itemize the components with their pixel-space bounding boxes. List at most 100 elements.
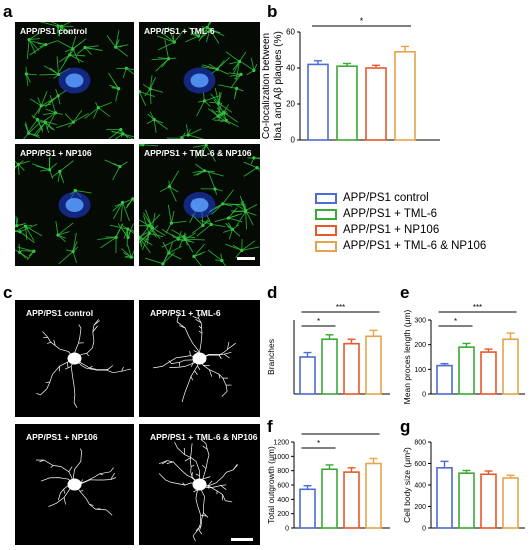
microglia-process xyxy=(185,238,205,241)
microglia-process xyxy=(244,203,247,211)
bar xyxy=(502,338,519,395)
microglia-process xyxy=(26,73,37,76)
microglia-process xyxy=(195,163,205,172)
microglia-process xyxy=(28,132,40,139)
microglia-process xyxy=(148,225,157,238)
microglia-process xyxy=(28,250,35,257)
skeleton-process xyxy=(158,460,200,485)
microglia-process xyxy=(29,44,47,56)
microglia-process xyxy=(127,245,132,258)
y-tick-label: 200 xyxy=(414,342,426,349)
microglia-process xyxy=(44,122,50,133)
microglia-process xyxy=(75,190,92,194)
microglia-process xyxy=(15,160,19,165)
microglia-process xyxy=(148,225,159,234)
micro-label: APP/PS1 + TML-6 xyxy=(144,26,215,36)
microglia-process xyxy=(73,112,89,123)
microglia-process xyxy=(232,244,243,251)
microglia-process xyxy=(69,54,84,63)
microglia-process xyxy=(211,112,225,121)
microglia-process xyxy=(115,88,120,102)
microglia-process xyxy=(220,253,223,261)
skeleton-process xyxy=(70,358,76,403)
skeleton-branch xyxy=(106,509,113,516)
microglia-process xyxy=(146,119,155,125)
microglia-process xyxy=(223,112,239,123)
skeleton-drawing xyxy=(35,448,117,516)
skeleton-branch xyxy=(203,512,209,518)
skeleton-branch xyxy=(198,325,202,329)
bar xyxy=(365,462,382,529)
skeleton-image-combo: APP/PS1 + TML-6 & NP106 xyxy=(139,424,260,545)
microglia-process xyxy=(127,228,134,234)
bar xyxy=(502,477,519,529)
skeleton-process xyxy=(74,484,107,511)
microglia-process xyxy=(188,134,205,139)
microglia-process xyxy=(214,259,222,262)
microglia-process xyxy=(151,58,169,61)
skeleton-branch xyxy=(198,330,203,334)
chart-d: Branches**** xyxy=(266,303,390,395)
microglia-process xyxy=(92,107,99,119)
microglia-process xyxy=(127,228,134,232)
bar xyxy=(336,65,358,141)
microglia-process xyxy=(206,22,211,28)
microglia-process xyxy=(153,119,168,130)
microglia-process xyxy=(184,239,188,246)
skeleton-branch xyxy=(190,464,195,467)
microglia-process xyxy=(205,29,211,43)
microglia-process xyxy=(239,51,247,62)
microglia-process xyxy=(178,236,185,248)
bar xyxy=(365,335,382,395)
skeleton-process xyxy=(158,473,200,486)
skeleton-branch xyxy=(200,439,205,443)
microglia-process xyxy=(149,76,157,90)
microglia-process xyxy=(204,95,220,102)
micro-label: APP/PS1 + TML-6 & NP106 xyxy=(144,148,252,158)
microglia-process xyxy=(202,219,209,226)
microglia-process xyxy=(122,133,134,139)
microglia-process xyxy=(108,129,122,139)
microglia-process xyxy=(161,238,179,248)
microglia-process xyxy=(50,22,62,27)
microglia-process xyxy=(76,47,86,55)
microglia-process xyxy=(234,250,243,259)
microglia-process xyxy=(245,211,257,216)
y-axis-label: Co-localization betweenIba1 and Aβ plaqu… xyxy=(262,31,284,141)
microglia-process xyxy=(197,100,205,103)
microglia-process xyxy=(41,96,58,107)
skeleton-branch xyxy=(79,448,82,452)
microglia-process xyxy=(72,251,78,264)
skeleton-branch xyxy=(207,480,213,487)
microglia-process xyxy=(122,68,127,79)
skeleton-branch xyxy=(47,341,51,344)
microglia-process xyxy=(41,112,56,124)
microglia-process xyxy=(225,51,240,62)
microglia-process xyxy=(15,249,20,253)
microglia-process xyxy=(115,223,124,238)
y-tick-label: 300 xyxy=(414,318,426,325)
micro-image-np106: APP/PS1 + NP106 xyxy=(15,144,134,266)
microglia-process xyxy=(148,225,166,236)
microglia-process xyxy=(108,72,119,89)
microglia-process xyxy=(217,68,229,75)
skeleton-branch xyxy=(110,467,114,473)
skeleton-branch xyxy=(68,466,73,472)
microglia-process xyxy=(69,35,77,55)
significance-marker: * xyxy=(317,317,320,326)
microglia-process xyxy=(64,113,74,123)
skeleton-process xyxy=(196,317,203,359)
skeleton-label: APP/PS1 + NP106 xyxy=(26,432,98,442)
skeleton-process xyxy=(42,331,75,359)
microglia-process xyxy=(120,202,123,222)
skeleton-branch xyxy=(190,376,194,381)
micro-label: APP/PS1 + NP106 xyxy=(20,148,92,158)
microglia-process xyxy=(111,130,123,135)
skeleton-branch xyxy=(202,445,208,450)
bar xyxy=(321,468,338,529)
microglia-process xyxy=(233,61,240,74)
microglia-process xyxy=(232,224,240,230)
microglia-process xyxy=(40,91,48,107)
y-axis-label: Total outgrowth (μm) xyxy=(266,446,276,524)
panel-label-d: d xyxy=(267,283,278,302)
